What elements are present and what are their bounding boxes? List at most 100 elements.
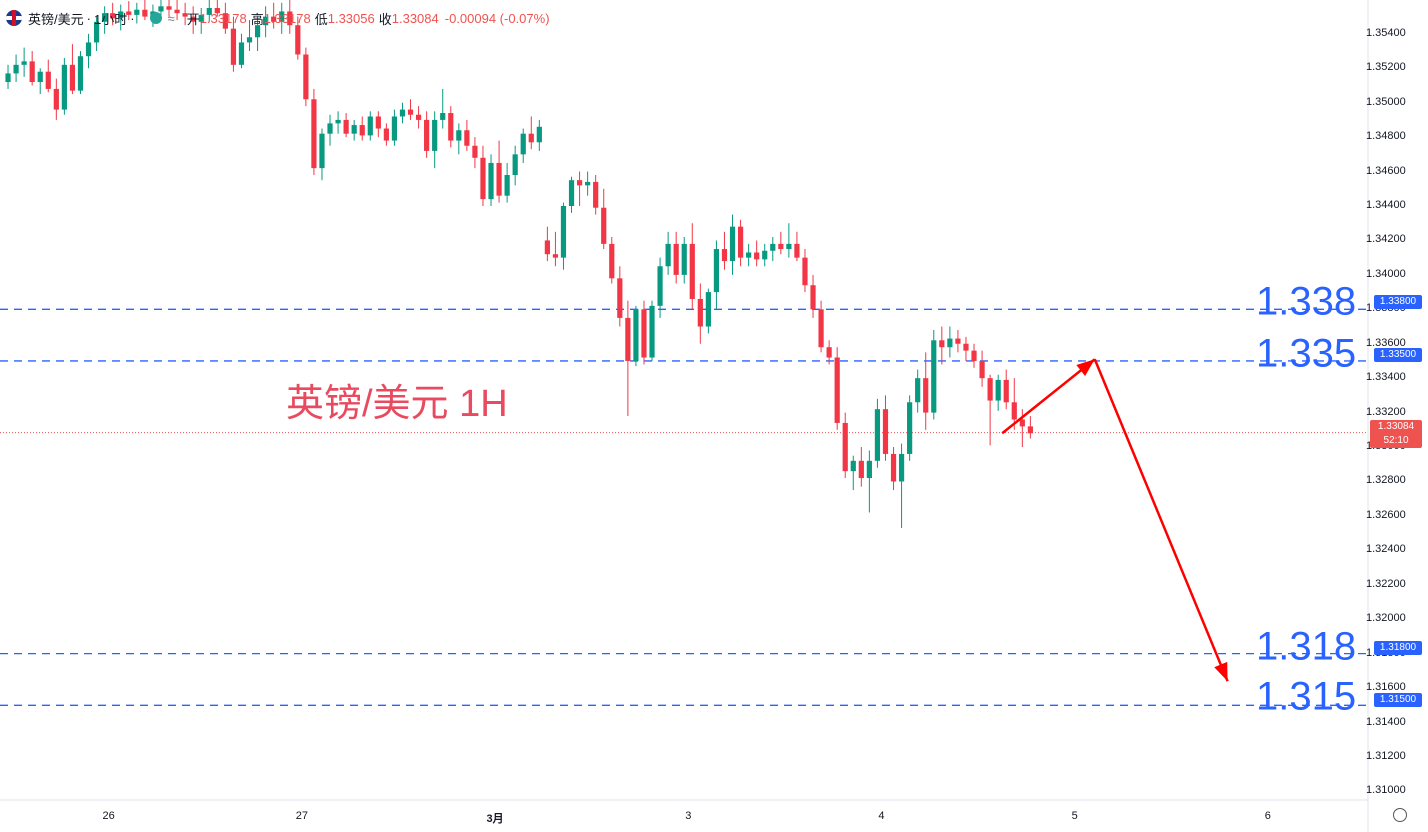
candle-body — [190, 16, 196, 22]
candle-body — [947, 338, 953, 348]
candle-body — [295, 25, 301, 55]
candle-body — [45, 71, 51, 89]
candle-body — [311, 99, 317, 169]
candle-body — [842, 422, 848, 472]
candle-body — [279, 11, 285, 22]
low-label: 低 — [314, 11, 328, 27]
price-tick-label: 1.34200 — [1366, 233, 1406, 246]
candle-body — [907, 402, 913, 454]
price-tick-label: 1.32200 — [1366, 577, 1406, 590]
candle-body — [995, 379, 1001, 401]
candle-body — [238, 42, 245, 65]
candle-body — [601, 207, 607, 244]
price-tick-label: 1.34600 — [1366, 164, 1406, 177]
chart-settings-icon[interactable] — [1393, 808, 1407, 822]
high-value: 1.33178 — [263, 10, 311, 26]
candle-body — [665, 243, 671, 267]
candle-body — [126, 11, 132, 15]
candle-body — [69, 64, 76, 91]
chart-annotation-text[interactable]: 英镑/美元 1H — [286, 383, 508, 425]
price-tick-label: 1.35400 — [1366, 26, 1406, 39]
candle-body — [29, 61, 35, 83]
price-tick-label: 1.32000 — [1366, 612, 1406, 625]
candle-body — [794, 243, 800, 258]
price-tick-label: 1.33200 — [1366, 405, 1406, 418]
candle-body — [432, 119, 438, 151]
level-label-1335[interactable]: 1.335 — [1256, 331, 1357, 376]
candle-body — [633, 309, 639, 361]
high-label: 高 — [250, 11, 264, 27]
candle-body — [110, 13, 116, 19]
candle-body — [166, 6, 172, 10]
candle-body — [327, 123, 333, 134]
candle-body — [544, 240, 550, 255]
symbol-legend: 英镑/美元 · 1小时 · ≈ 开 1.33178 高 1.33178 低 1.330… — [6, 8, 550, 28]
level-label-1338[interactable]: 1.338 — [1256, 279, 1357, 324]
candle-body — [746, 252, 752, 258]
candle-body — [512, 154, 518, 176]
candle-body — [359, 125, 365, 136]
market-status-dot-icon — [149, 12, 162, 24]
open-value: 1.33178 — [199, 10, 247, 26]
candle-body — [754, 252, 760, 260]
level-badge-1318: 1.31800 — [1374, 641, 1422, 655]
candle-body — [214, 8, 220, 14]
candle-body — [118, 11, 124, 19]
price-tick-label: 1.35200 — [1366, 61, 1406, 74]
candle-body — [689, 243, 695, 299]
forecast-arrow-line — [1001, 358, 1096, 435]
candle-body — [818, 309, 824, 348]
candle-body — [786, 243, 792, 250]
candle-body — [158, 6, 164, 12]
candle-body — [713, 249, 720, 293]
price-tick-label: 1.32800 — [1366, 474, 1406, 487]
legend-symbol[interactable]: 英镑/美元 — [28, 11, 84, 27]
candle-body — [77, 56, 84, 91]
forecast-arrows[interactable] — [1001, 358, 1229, 682]
price-tick-label: 1.32400 — [1366, 543, 1406, 556]
level-label-1315[interactable]: 1.315 — [1256, 674, 1357, 719]
price-tick-label: 1.31200 — [1366, 749, 1406, 762]
candle-body — [874, 409, 881, 461]
date-tick-label: 3 — [685, 810, 692, 822]
candle-body — [85, 42, 92, 57]
date-tick-label: 3月 — [486, 813, 504, 825]
candle-body — [206, 8, 212, 15]
candle-body — [915, 378, 921, 403]
candle-body — [939, 340, 945, 348]
legend-interval[interactable]: 1小时 — [93, 11, 128, 27]
candle-body — [198, 14, 204, 22]
price-tick-label: 1.35000 — [1366, 95, 1406, 108]
close-label: 收 — [378, 11, 392, 27]
candle-body — [729, 226, 736, 262]
change-value: -0.00094 (-0.07%) — [444, 10, 550, 26]
candle-body — [979, 360, 985, 379]
date-tick-label: 26 — [102, 810, 115, 822]
level-badge-1315: 1.31500 — [1374, 693, 1422, 707]
candle-body — [609, 243, 615, 279]
price-tick-label: 1.32600 — [1366, 508, 1406, 521]
price-tick-label: 1.34000 — [1366, 267, 1406, 280]
candle-body — [399, 109, 406, 117]
candle-body — [1019, 419, 1025, 427]
candle-body — [552, 254, 559, 258]
candle-body — [343, 119, 349, 134]
candle-body — [440, 113, 446, 120]
candle-body — [673, 243, 679, 275]
candles[interactable] — [5, 0, 1033, 528]
candle-body — [697, 298, 703, 327]
candle-body — [222, 13, 228, 29]
level-label-1318[interactable]: 1.318 — [1256, 624, 1357, 669]
gbp-usd-flag-icon — [6, 10, 22, 26]
candle-body — [721, 249, 728, 262]
candle-body — [367, 116, 373, 136]
candle-body — [53, 88, 59, 110]
candle-body — [898, 453, 905, 482]
current-price-badge: 1.33084 52:10 — [1370, 420, 1422, 448]
candle-body — [319, 133, 325, 169]
candle-body — [971, 350, 977, 361]
candle-body — [617, 278, 623, 318]
price-tick-label: 1.34800 — [1366, 130, 1406, 143]
candle-body — [778, 243, 784, 250]
